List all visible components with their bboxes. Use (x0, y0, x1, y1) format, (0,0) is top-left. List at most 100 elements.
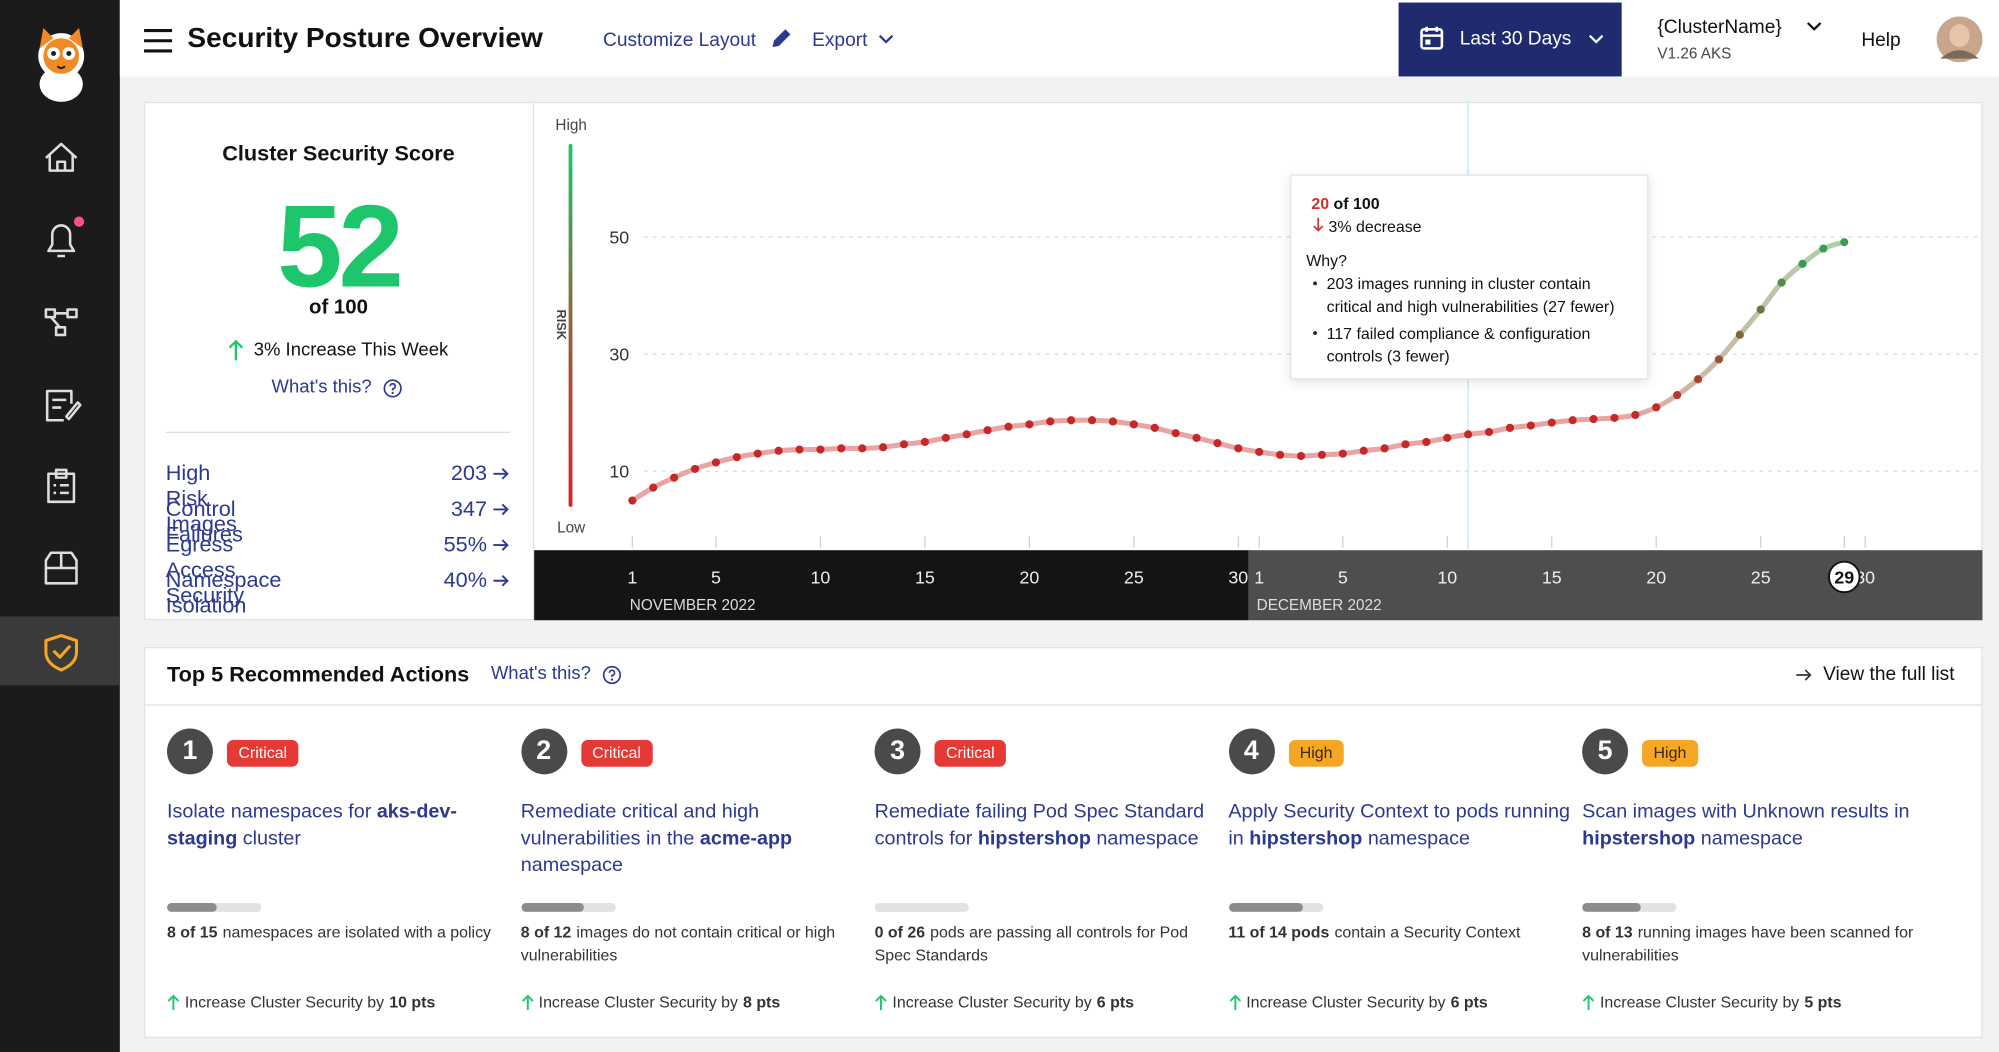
up-arrow (1228, 994, 1241, 1010)
metric-value[interactable]: 55% (443, 532, 488, 557)
action-desc: 8 of 12 images do not contain critical or… (521, 921, 863, 967)
title-part[interactable]: namespace (1362, 827, 1470, 850)
help-link[interactable]: Help (1861, 29, 1901, 51)
metric-label[interactable]: Namespace Isolation (165, 568, 282, 618)
tooltip-reason: 117 failed compliance & configuration co… (1306, 322, 1631, 368)
action-title[interactable]: Remediate failing Pod Spec Standard cont… (875, 799, 1217, 852)
gain-text: Increase Cluster Security by (1246, 993, 1446, 1012)
chevron-icon (878, 34, 894, 44)
tasks-icon[interactable] (47, 468, 76, 504)
metric-label[interactable]: Control Failures (165, 496, 243, 547)
title-part[interactable]: hipstershop (1249, 827, 1363, 850)
progress-track (1582, 902, 1677, 912)
menu-icon[interactable] (143, 28, 174, 53)
gain-points: 6 pts (1450, 993, 1488, 1012)
gain-points: 6 pts (1096, 993, 1135, 1012)
score-help[interactable]: What's this? (271, 376, 372, 398)
action-title[interactable]: Apply Security Context to pods running i… (1228, 799, 1570, 852)
title-part[interactable]: Remediate failing Pod Spec Standard cont… (874, 801, 1205, 850)
up-arrow (521, 994, 533, 1010)
help-icon[interactable] (602, 665, 622, 685)
arrow-path (521, 994, 533, 1010)
action-desc: 8 of 13 running images have been scanned … (1582, 921, 1924, 967)
cluster-name[interactable]: {ClusterName} (1657, 16, 1782, 39)
view-all[interactable]: View the full list (1823, 663, 1955, 686)
gain-points: 8 pts (743, 993, 781, 1012)
progress-track (520, 902, 616, 912)
date-range-button[interactable] (1398, 2, 1622, 77)
actions-title: Top 5 Recommended Actions (167, 662, 470, 687)
cluster-version: V1.26 AKS (1657, 44, 1732, 63)
sidebar-active (0, 616, 120, 686)
action-desc: 0 of 26 pods are passing all controls for… (875, 921, 1217, 967)
metric-value[interactable]: 203 (450, 461, 488, 486)
export-menu[interactable]: Export (812, 29, 868, 51)
metric-label[interactable]: Egress Access Security (165, 532, 245, 608)
gain-text: Increase Cluster Security by (538, 993, 738, 1012)
actions-help[interactable]: What's this? (490, 663, 591, 684)
action-gain: Increase Cluster Security by 5 pts (1600, 993, 1842, 1011)
progress-fill (167, 902, 218, 912)
date-range-label[interactable]: Last 30 Days (1459, 28, 1572, 50)
title-part[interactable]: Scan images with Unknown results in (1582, 801, 1910, 823)
progress-label: 8 of 15 (167, 923, 218, 942)
up-arrow (228, 339, 244, 361)
action-title[interactable]: Isolate namespaces for aks-dev-staging c… (167, 799, 509, 852)
title-part[interactable]: namespace (520, 854, 623, 877)
right-arrow (493, 539, 509, 551)
avatar[interactable] (1936, 16, 1983, 63)
progress-fill (1228, 902, 1303, 912)
up-arrow (167, 994, 180, 1010)
tooltip-value: 20 (1311, 194, 1330, 213)
arrow-path (1228, 994, 1241, 1010)
logo (38, 28, 85, 102)
report-icon[interactable] (45, 389, 82, 422)
score-of: of 100 (309, 296, 368, 319)
network-icon[interactable] (44, 308, 57, 319)
metric-value[interactable]: 40% (443, 568, 488, 593)
progress-fill (520, 902, 584, 912)
tooltip-reason: 203 images running in cluster contain cr… (1306, 273, 1631, 319)
arrow-path (493, 503, 509, 516)
action-gain: Increase Cluster Security by 10 pts (185, 993, 435, 1011)
progress-track (1228, 902, 1323, 912)
arrow-path (493, 539, 509, 551)
title-part[interactable]: Apply Security Context to pods running i… (1228, 801, 1570, 850)
home-icon[interactable] (45, 142, 78, 172)
metric-label[interactable]: High Risk Images (165, 461, 237, 537)
box-icon[interactable] (44, 551, 78, 585)
alerts-icon[interactable] (47, 224, 76, 258)
arrow-path (493, 574, 509, 587)
security-icon[interactable] (44, 633, 79, 672)
progress-label: 11 of 14 pods (1228, 923, 1330, 942)
title-part[interactable]: cluster (237, 827, 301, 850)
title-part[interactable]: Isolate namespaces for (167, 801, 377, 823)
progress-label: 0 of 26 (874, 923, 926, 942)
severity-badge: High (1642, 739, 1698, 767)
title-part[interactable]: aks-dev-staging (167, 801, 458, 850)
action-title[interactable]: Remediate critical and high vulnerabilit… (521, 799, 863, 879)
sidebar-icons (38, 28, 85, 672)
title-part[interactable]: namespace (1695, 827, 1803, 850)
desc-text: contain a Security Context (1334, 923, 1521, 942)
title-part[interactable]: Remediate critical and high vulnerabilit… (520, 801, 760, 850)
chevron-icon (1806, 22, 1822, 31)
progress-label: 8 of 13 (1582, 923, 1633, 942)
title-part[interactable]: hipstershop (977, 827, 1091, 850)
title-part[interactable]: hipstershop (1582, 827, 1696, 850)
action-gain: Increase Cluster Security by 6 pts (892, 993, 1134, 1011)
title-part[interactable]: acme-app (699, 827, 793, 850)
gain-text: Increase Cluster Security by (184, 993, 385, 1012)
progress-track (167, 902, 262, 912)
title-part[interactable]: namespace (1090, 827, 1199, 850)
page-title: Security Posture Overview (187, 21, 543, 54)
help-icon[interactable] (382, 378, 402, 398)
metric-value[interactable]: 347 (450, 496, 488, 521)
gain-points: 5 pts (1804, 993, 1842, 1012)
up-arrow (1582, 994, 1595, 1010)
severity-badge: Critical (226, 739, 299, 767)
action-title[interactable]: Scan images with Unknown results in hips… (1582, 799, 1924, 852)
score-title: Cluster Security Score (222, 141, 455, 166)
customize-layout[interactable]: Customize Layout (603, 29, 757, 51)
